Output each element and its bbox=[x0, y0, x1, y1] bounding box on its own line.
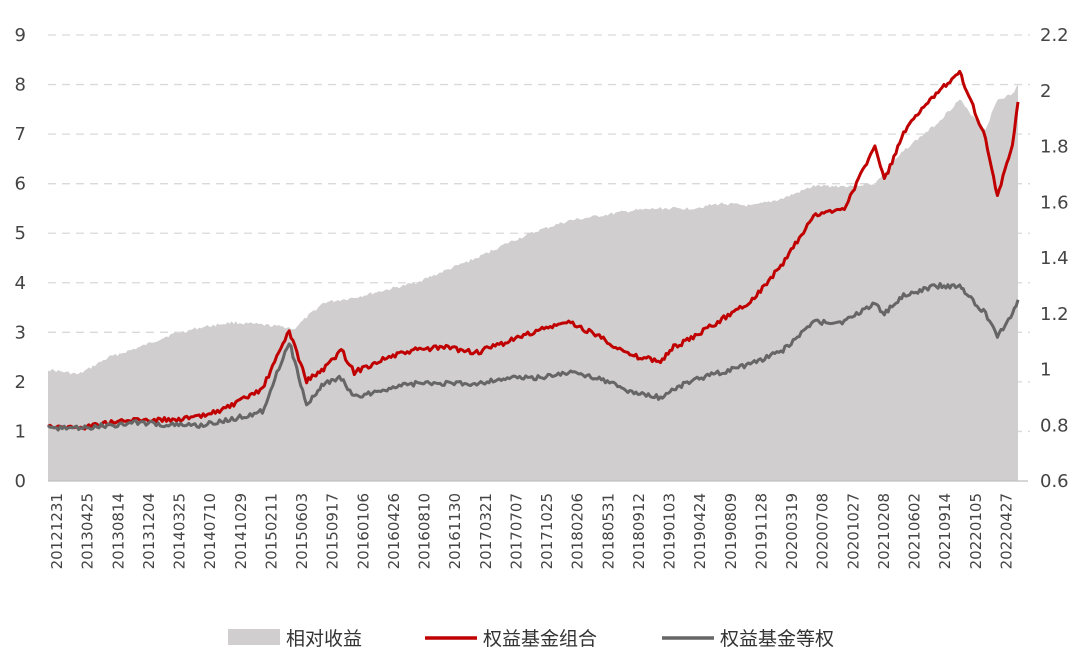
y-left-tick-label: 0 bbox=[15, 471, 26, 492]
legend-swatch bbox=[228, 629, 280, 645]
y-right-tick-label: 2.2 bbox=[1040, 25, 1069, 46]
x-tick-label: 20161130 bbox=[446, 493, 464, 569]
y-left-tick-label: 3 bbox=[15, 322, 26, 343]
area-series-relative-return bbox=[48, 84, 1018, 481]
legend-label: 权益基金组合 bbox=[483, 628, 597, 650]
y-left-tick-label: 5 bbox=[15, 223, 26, 244]
legend-item-equity-fund-equal-weight: 权益基金等权 bbox=[662, 628, 834, 650]
x-tick-label: 20140325 bbox=[171, 493, 189, 569]
x-tick-label: 20121231 bbox=[48, 493, 66, 569]
x-tick-label: 20160426 bbox=[385, 493, 403, 569]
x-tick-label: 20180206 bbox=[569, 493, 587, 569]
y-right-tick-label: 1.6 bbox=[1040, 192, 1069, 213]
x-tick-label: 20150917 bbox=[324, 493, 342, 569]
y-left-tick-label: 9 bbox=[15, 25, 26, 46]
x-tick-label: 20170707 bbox=[507, 493, 525, 569]
x-tick-label: 20180531 bbox=[599, 493, 617, 569]
y-right-tick-label: 1 bbox=[1040, 360, 1051, 381]
x-tick-label: 20180912 bbox=[630, 493, 648, 569]
y-left-tick-label: 1 bbox=[15, 421, 26, 442]
x-tick-label: 20150603 bbox=[293, 493, 311, 569]
x-tick-label: 20160106 bbox=[354, 493, 372, 569]
legend-item-relative-return: 相对收益 bbox=[228, 628, 362, 650]
legend-label: 相对收益 bbox=[286, 628, 362, 650]
x-tick-label: 20210208 bbox=[875, 493, 893, 569]
x-tick-label: 20201027 bbox=[844, 493, 862, 569]
x-tick-label: 20200708 bbox=[814, 493, 832, 569]
x-tick-label: 20130814 bbox=[109, 493, 127, 569]
x-tick-label: 20171025 bbox=[538, 493, 556, 569]
x-tick-label: 20210602 bbox=[906, 493, 924, 569]
x-tick-label: 20131204 bbox=[140, 493, 158, 569]
y-right-tick-label: 0.6 bbox=[1040, 471, 1069, 492]
x-tick-label: 20160810 bbox=[416, 493, 434, 569]
y-right-tick-label: 1.8 bbox=[1040, 137, 1069, 158]
x-tick-label: 20220427 bbox=[997, 493, 1015, 569]
legend-label: 权益基金等权 bbox=[720, 628, 834, 650]
y-left-tick-label: 4 bbox=[15, 273, 26, 294]
y-left-tick-label: 8 bbox=[15, 75, 26, 96]
line-series-equity-fund-portfolio bbox=[47, 69, 1020, 431]
x-tick-label: 20141029 bbox=[232, 493, 250, 569]
x-tick-label: 20200319 bbox=[783, 493, 801, 569]
y-left-tick-label: 2 bbox=[15, 372, 26, 393]
line-series-equity-fund-equal-weight bbox=[47, 282, 1020, 432]
line-series-layer bbox=[47, 69, 1020, 432]
x-tick-label: 20220105 bbox=[967, 493, 985, 569]
x-tick-label: 20170321 bbox=[477, 493, 495, 569]
x-tick-label: 20190424 bbox=[691, 493, 709, 569]
y-right-tick-label: 1.4 bbox=[1040, 248, 1069, 269]
y-right-tick-label: 2 bbox=[1040, 81, 1051, 102]
y-left-tick-label: 6 bbox=[15, 174, 26, 195]
area-series-layer bbox=[48, 84, 1018, 481]
y-right-tick-label: 1.2 bbox=[1040, 304, 1069, 325]
x-tick-label: 20140710 bbox=[201, 493, 219, 569]
x-tick-label: 20191128 bbox=[752, 493, 770, 569]
legend-item-equity-fund-portfolio: 权益基金组合 bbox=[425, 628, 597, 650]
axes: 0 1 2 3 4 5 6 7 8 9 0.6 0.8 1 1.2 1.4 1.6 1.8 2 2.2 2012123… bbox=[15, 25, 1069, 569]
x-tick-label: 20210914 bbox=[936, 493, 954, 569]
x-tick-label: 20150211 bbox=[262, 493, 280, 569]
y-right-tick-label: 0.8 bbox=[1040, 415, 1069, 436]
legend: 相对收益 权益基金组合 权益基金等权 bbox=[228, 628, 834, 650]
x-tick-label: 20190103 bbox=[661, 493, 679, 569]
y-left-tick-label: 7 bbox=[15, 124, 26, 145]
x-tick-label: 20190809 bbox=[722, 493, 740, 569]
x-tick-label: 20130425 bbox=[79, 493, 97, 569]
